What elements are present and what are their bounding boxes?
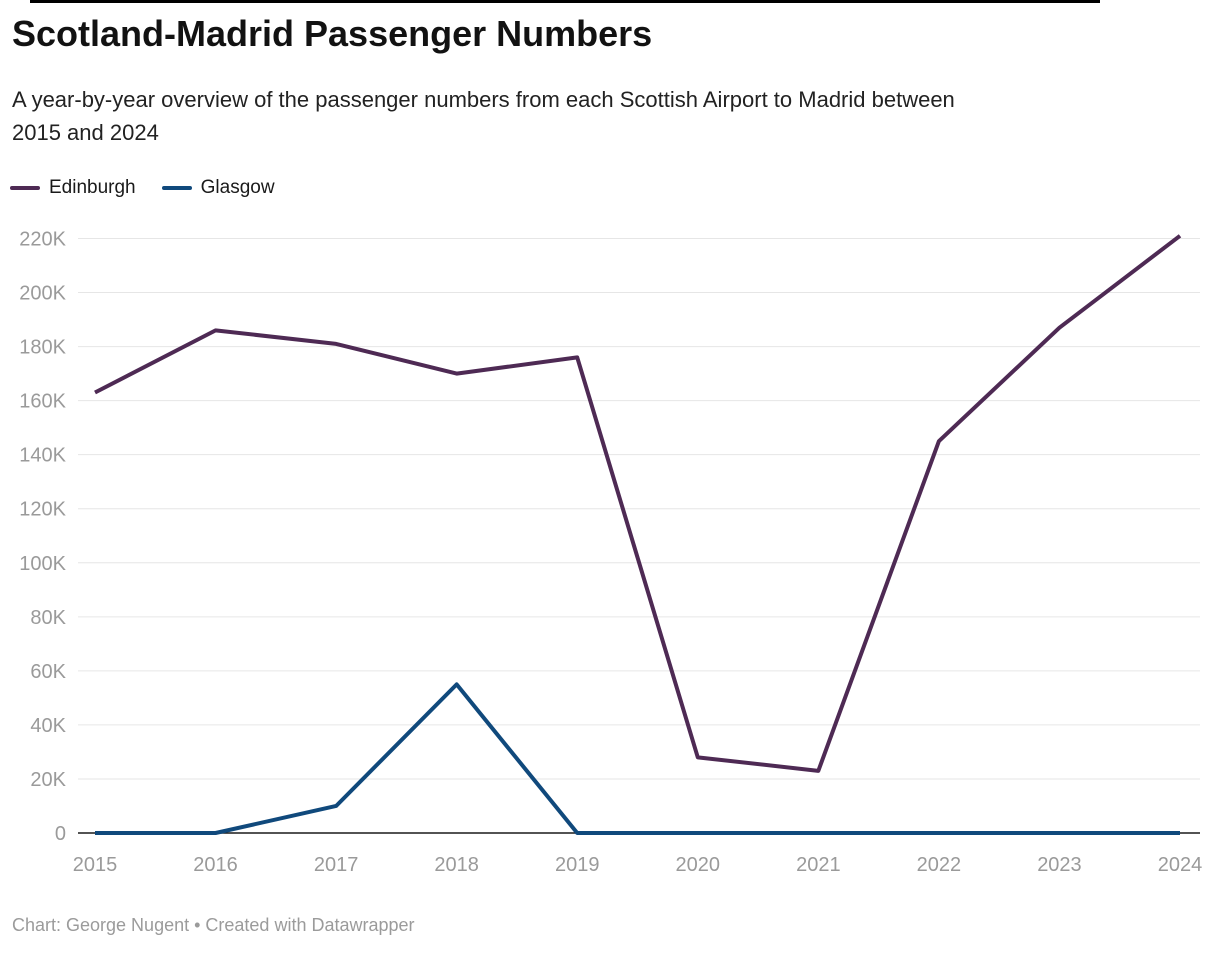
y-axis-tick-label: 80K	[30, 607, 66, 629]
subtitle-line-2: 2015 and 2024	[12, 120, 159, 145]
chart-subtitle: A year-by-year overview of the passenger…	[12, 83, 1208, 149]
legend-label-glasgow: Glasgow	[200, 177, 275, 198]
y-axis-tick-label: 200K	[19, 283, 66, 305]
x-axis-tick-label: 2020	[676, 854, 721, 876]
x-axis-tick-label: 2018	[434, 854, 479, 876]
chart-credit: Chart: George Nugent • Created with Data…	[12, 915, 415, 935]
x-axis-tick-label: 2024	[1158, 854, 1203, 876]
y-axis-tick-label: 160K	[19, 391, 66, 413]
y-axis-tick-label: 100K	[19, 553, 66, 575]
y-axis-tick-label: 120K	[19, 499, 66, 521]
y-axis-tick-label: 0	[55, 823, 66, 845]
x-axis-tick-label: 2019	[555, 854, 600, 876]
y-axis-tick-label: 20K	[30, 769, 66, 791]
x-axis-tick-label: 2021	[796, 854, 841, 876]
y-axis-tick-label: 220K	[19, 229, 66, 251]
legend: Edinburgh Glasgow	[10, 177, 1208, 199]
x-axis-tick-label: 2015	[73, 854, 118, 876]
x-axis-tick-label: 2022	[917, 854, 962, 876]
x-axis-tick-label: 2023	[1037, 854, 1082, 876]
y-axis-tick-label: 60K	[30, 661, 66, 683]
glasgow-line-swatch	[161, 185, 192, 191]
legend-label-edinburgh: Edinburgh	[49, 177, 136, 198]
x-axis-tick-label: 2016	[193, 854, 238, 876]
top-border	[30, 0, 1100, 3]
edinburgh-line-swatch	[10, 185, 40, 191]
legend-item-glasgow: Glasgow	[161, 177, 275, 199]
series-line-edinburgh[interactable]	[94, 234, 1182, 773]
y-axis-tick-label: 140K	[19, 445, 66, 467]
x-axis-tick-label: 2017	[314, 854, 359, 876]
chart-title: Scotland-Madrid Passenger Numbers	[12, 13, 653, 54]
y-axis-tick-label: 180K	[19, 337, 66, 359]
y-axis-tick-label: 40K	[30, 715, 66, 737]
subtitle-line-1: A year-by-year overview of the passenger…	[12, 87, 955, 112]
series-line-glasgow[interactable]	[95, 682, 1180, 835]
line-chart-plot[interactable]: 0 20K 40K 60K 80K 100K 120K 140K 160K 180K 200K 220…	[0, 220, 1220, 890]
legend-item-edinburgh: Edinburgh	[10, 177, 136, 199]
